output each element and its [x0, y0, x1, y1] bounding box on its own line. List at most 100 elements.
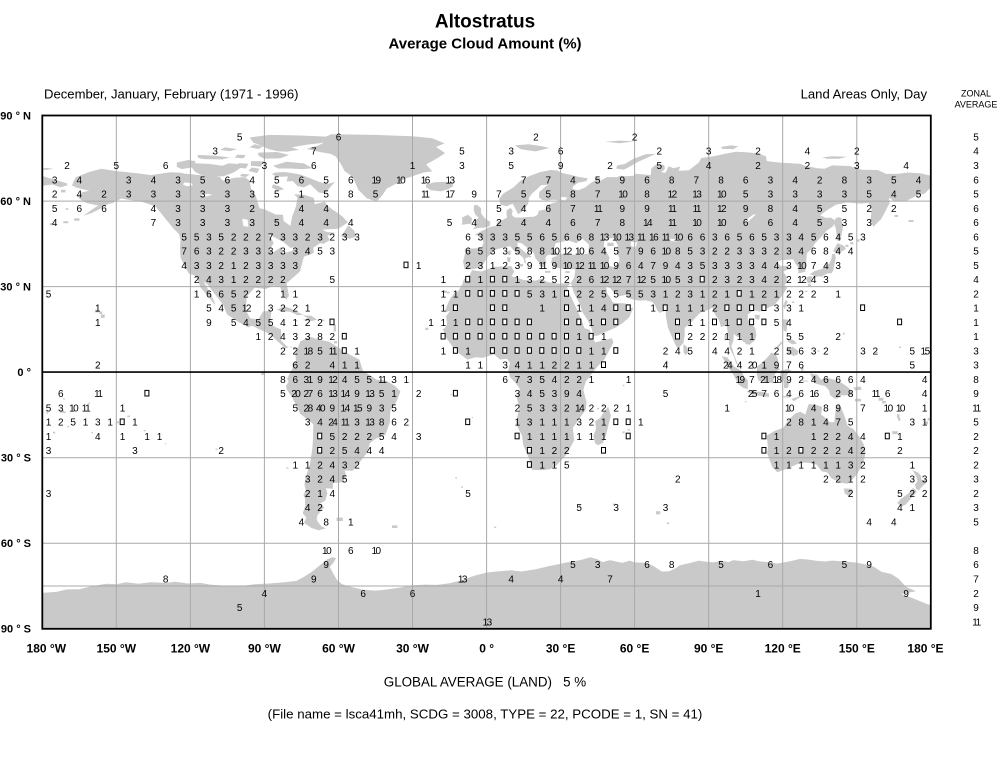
svg-text:3: 3: [539, 289, 545, 300]
svg-text:2: 2: [330, 232, 336, 243]
svg-text:3: 3: [842, 190, 848, 201]
svg-text:5: 5: [237, 133, 243, 144]
svg-text:5: 5: [218, 232, 224, 243]
svg-text:December, January, February (1: December, January, February (1971 - 1996…: [44, 87, 298, 102]
svg-text:7: 7: [694, 175, 700, 186]
svg-text:8: 8: [823, 403, 829, 414]
svg-text:2: 2: [58, 418, 64, 429]
svg-text:2: 2: [774, 247, 780, 258]
svg-text:4: 4: [835, 247, 841, 258]
svg-text:90 ° S: 90 ° S: [1, 624, 31, 636]
svg-text:8: 8: [589, 232, 595, 243]
svg-text:6: 6: [206, 289, 212, 300]
svg-text:3: 3: [305, 332, 311, 343]
svg-text:3: 3: [860, 232, 866, 243]
svg-text:8: 8: [823, 247, 829, 258]
svg-text:4: 4: [866, 518, 872, 529]
svg-text:3: 3: [379, 403, 385, 414]
svg-text:3: 3: [786, 304, 792, 315]
svg-text:5: 5: [613, 247, 619, 258]
svg-text:1: 1: [761, 361, 767, 372]
svg-text:7: 7: [546, 175, 552, 186]
svg-text:3: 3: [126, 190, 132, 201]
svg-text:1: 1: [589, 318, 595, 329]
svg-text:1: 1: [973, 304, 979, 315]
svg-text:9: 9: [317, 375, 323, 386]
svg-text:7: 7: [749, 375, 755, 386]
svg-text:8: 8: [317, 332, 323, 343]
svg-text:5: 5: [391, 403, 397, 414]
svg-text:3: 3: [786, 247, 792, 258]
svg-text:6: 6: [58, 389, 64, 400]
svg-text:1: 1: [910, 460, 916, 471]
svg-text:2: 2: [539, 275, 545, 286]
svg-text:3: 3: [268, 261, 274, 272]
svg-text:2: 2: [922, 489, 928, 500]
svg-text:5: 5: [527, 232, 533, 243]
svg-text:2: 2: [218, 261, 224, 272]
svg-text:2: 2: [243, 232, 249, 243]
svg-text:2: 2: [330, 332, 336, 343]
svg-text:16: 16: [810, 389, 820, 400]
svg-text:3: 3: [854, 161, 860, 172]
svg-text:4: 4: [348, 218, 354, 229]
svg-text:5: 5: [527, 403, 533, 414]
svg-text:6: 6: [293, 361, 299, 372]
svg-text:6: 6: [644, 175, 650, 186]
svg-text:6: 6: [348, 546, 354, 557]
svg-text:6: 6: [225, 175, 231, 186]
svg-text:GLOBAL AVERAGE (LAND) 5 %: GLOBAL AVERAGE (LAND) 5 %: [384, 675, 587, 690]
svg-text:8: 8: [379, 418, 385, 429]
svg-text:12: 12: [563, 247, 573, 258]
svg-text:10: 10: [371, 546, 381, 557]
svg-text:3: 3: [687, 289, 693, 300]
svg-text:9: 9: [903, 589, 909, 600]
svg-text:3: 3: [132, 446, 138, 457]
svg-text:5: 5: [817, 218, 823, 229]
svg-text:1: 1: [755, 589, 761, 600]
svg-text:1: 1: [539, 418, 545, 429]
svg-text:5: 5: [256, 318, 262, 329]
svg-text:9: 9: [620, 204, 626, 215]
svg-text:0 °: 0 °: [17, 367, 31, 379]
svg-text:6: 6: [348, 175, 354, 186]
svg-text:5: 5: [687, 346, 693, 357]
svg-text:15: 15: [921, 346, 931, 357]
svg-text:2: 2: [576, 275, 582, 286]
svg-text:2: 2: [761, 289, 767, 300]
svg-text:6: 6: [885, 389, 891, 400]
svg-text:8: 8: [669, 175, 675, 186]
svg-text:3: 3: [774, 232, 780, 243]
svg-text:1: 1: [539, 460, 545, 471]
svg-text:2: 2: [786, 289, 792, 300]
svg-text:5: 5: [687, 247, 693, 258]
svg-text:1: 1: [774, 460, 780, 471]
svg-text:1: 1: [428, 318, 434, 329]
svg-text:3: 3: [663, 503, 669, 514]
svg-text:4: 4: [330, 475, 336, 486]
svg-text:2: 2: [293, 346, 299, 357]
svg-text:4: 4: [811, 275, 817, 286]
svg-text:9: 9: [564, 389, 570, 400]
svg-text:2: 2: [268, 332, 274, 343]
svg-text:4: 4: [330, 489, 336, 500]
svg-text:1: 1: [724, 403, 730, 414]
svg-text:9: 9: [471, 190, 477, 201]
svg-text:4: 4: [860, 375, 866, 386]
svg-text:4: 4: [151, 175, 157, 186]
svg-text:2: 2: [95, 361, 101, 372]
svg-text:2: 2: [712, 247, 718, 258]
svg-text:5: 5: [317, 247, 323, 258]
svg-text:3: 3: [305, 418, 311, 429]
svg-text:2: 2: [249, 204, 255, 215]
svg-text:1: 1: [601, 418, 607, 429]
svg-text:2: 2: [854, 147, 860, 158]
svg-text:4: 4: [280, 318, 286, 329]
svg-text:4: 4: [354, 446, 360, 457]
svg-text:5: 5: [663, 389, 669, 400]
svg-text:2: 2: [218, 247, 224, 258]
svg-text:1: 1: [46, 418, 52, 429]
svg-text:7: 7: [521, 175, 527, 186]
svg-text:5: 5: [916, 190, 922, 201]
svg-text:2: 2: [576, 289, 582, 300]
